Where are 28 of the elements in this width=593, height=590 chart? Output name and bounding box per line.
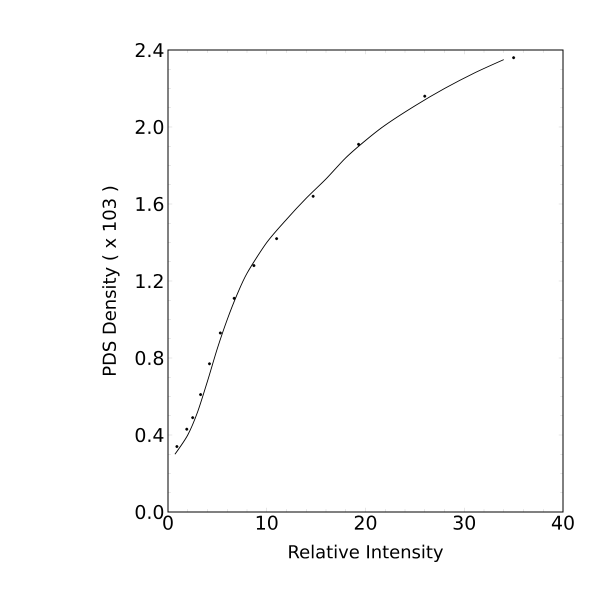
y-tick-label: 2.4 — [136, 42, 164, 58]
point — [423, 94, 426, 98]
x-tick-label: 0 — [163, 516, 173, 530]
point — [185, 428, 188, 431]
x-tick-label: 40 — [552, 516, 574, 530]
y-axis-title: PDS Density ( x 103 ) — [102, 186, 120, 375]
y-tick-label: 0.0 — [136, 504, 164, 520]
point — [357, 142, 360, 146]
x-axis-title: Relative Intensity — [289, 544, 443, 562]
x-tick-label: 30 — [454, 516, 476, 530]
point — [218, 331, 222, 334]
point — [199, 393, 202, 396]
point — [252, 264, 256, 268]
x-tick-label: 10 — [256, 516, 278, 530]
y-tick-label: 0.8 — [136, 350, 164, 366]
point — [312, 194, 315, 198]
y-tick-label: 2.0 — [136, 120, 164, 134]
point — [512, 56, 516, 60]
point — [232, 296, 236, 300]
line-series — [174, 59, 504, 455]
y-tick-label: 1.6 — [136, 196, 164, 212]
y-tick-label: 1.2 — [136, 274, 163, 288]
y-tick-label: 0.4 — [136, 428, 164, 442]
x-tick-label: 20 — [354, 516, 376, 530]
point — [275, 237, 278, 240]
point — [191, 416, 194, 420]
point — [208, 362, 211, 366]
point — [175, 445, 178, 448]
